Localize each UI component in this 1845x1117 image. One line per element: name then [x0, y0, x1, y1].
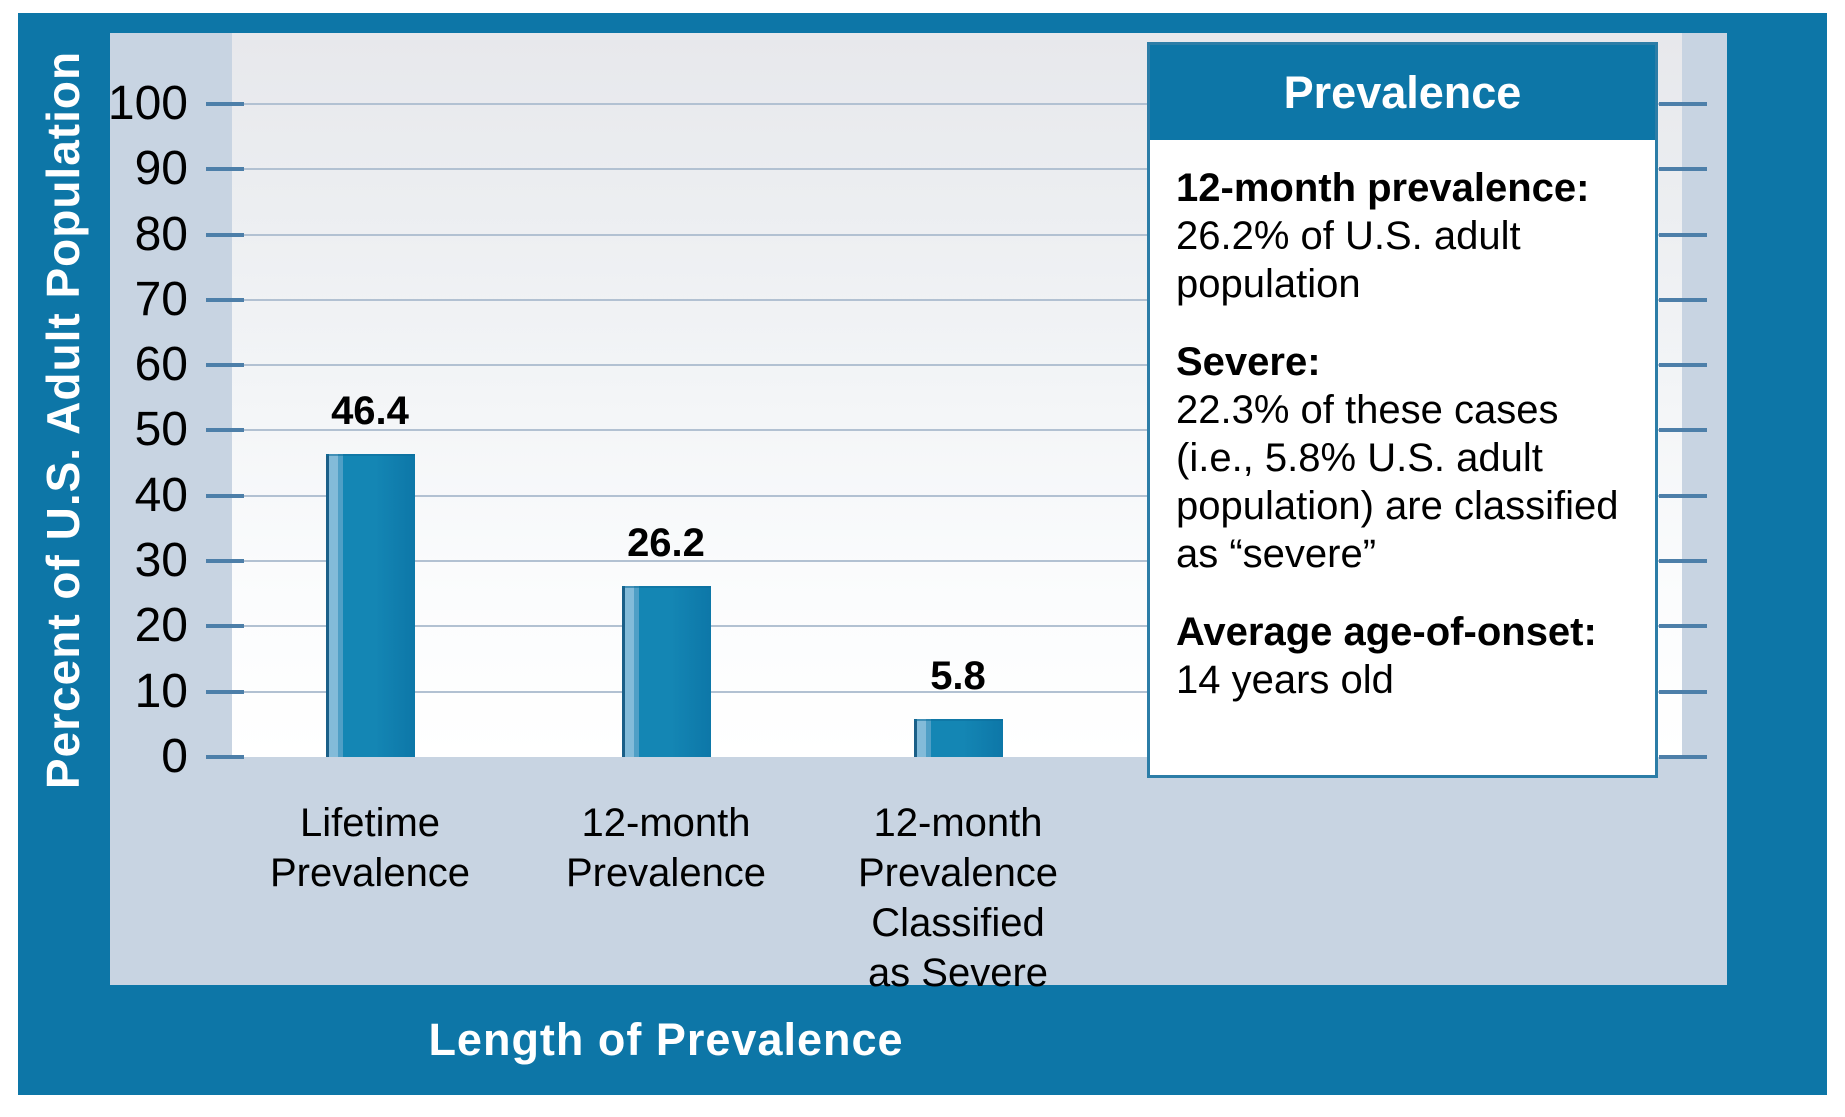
axis-tick-right [1659, 428, 1707, 432]
y-tick-label: 0 [161, 730, 188, 783]
axis-tick-right [1659, 363, 1707, 367]
callout-section: Average age-of-onset: 14 years old [1176, 608, 1629, 704]
bar [913, 719, 1003, 757]
axis-tick-left [206, 559, 244, 563]
callout-section-text: 22.3% of these cases (i.e., 5.8% U.S. ad… [1176, 388, 1619, 576]
axis-tick-right [1659, 755, 1707, 759]
axis-tick-left [206, 233, 244, 237]
y-tick-label: 60 [134, 338, 188, 391]
bar [325, 454, 415, 757]
y-tick-label: 40 [134, 469, 188, 522]
bar-value-label: 26.2 [627, 521, 705, 565]
gridline [232, 495, 1682, 497]
gridline [232, 103, 1682, 105]
gridline [232, 299, 1682, 301]
gridline [232, 625, 1682, 627]
axis-tick-right [1659, 167, 1707, 171]
category-label: 12-month Prevalence [565, 801, 767, 895]
callout-section-label: 12-month prevalence: [1176, 166, 1590, 210]
axis-tick-left [206, 298, 244, 302]
axis-tick-left [206, 102, 244, 106]
y-tick-label: 10 [134, 665, 188, 718]
bar-value-label: 5.8 [930, 654, 986, 698]
gridline [232, 560, 1682, 562]
bar-value-label: 46.4 [331, 389, 409, 433]
gridline [232, 168, 1682, 170]
callout-section: Severe: 22.3% of these cases (i.e., 5.8%… [1176, 338, 1629, 578]
gridline [232, 234, 1682, 236]
axis-tick-left [206, 690, 244, 694]
axis-tick-right [1659, 624, 1707, 628]
x-axis-title: Length of Prevalence [428, 1014, 904, 1065]
callout-section: 12-month prevalence: 26.2% of U.S. adult… [1176, 164, 1629, 308]
gridline [232, 364, 1682, 366]
category-label: Lifetime Prevalence [269, 801, 471, 895]
axis-tick-left [206, 755, 244, 759]
bar [621, 586, 711, 757]
y-tick-label: 80 [134, 208, 188, 261]
callout-box: Prevalence 12-month prevalence: 26.2% of… [1147, 42, 1658, 778]
y-tick-label: 50 [134, 403, 188, 456]
y-tick-label: 30 [134, 534, 188, 587]
y-tick-label: 90 [134, 142, 188, 195]
y-tick-label: 100 [107, 77, 188, 130]
axis-tick-left [206, 494, 244, 498]
axis-tick-left [206, 363, 244, 367]
callout-section-text: 26.2% of U.S. adult population [1176, 214, 1521, 306]
category-label: 12-month Prevalence Classified as Severe [857, 801, 1059, 995]
callout-section-label: Severe: [1176, 340, 1321, 384]
y-axis-title: Percent of U.S. Adult Population [37, 50, 89, 790]
gridline [232, 691, 1682, 693]
axis-tick-right [1659, 690, 1707, 694]
axis-tick-right [1659, 102, 1707, 106]
callout-title: Prevalence [1150, 45, 1655, 140]
axis-tick-right [1659, 298, 1707, 302]
y-tick-label: 70 [134, 273, 188, 326]
axis-tick-right [1659, 233, 1707, 237]
axis-tick-right [1659, 494, 1707, 498]
y-tick-label: 20 [134, 599, 188, 652]
callout-body: 12-month prevalence: 26.2% of U.S. adult… [1150, 140, 1655, 704]
callout-section-text: 14 years old [1176, 658, 1394, 702]
callout-section-label: Average age-of-onset: [1176, 610, 1597, 654]
gridline [232, 429, 1682, 431]
axis-tick-right [1659, 559, 1707, 563]
axis-tick-left [206, 624, 244, 628]
axis-tick-left [206, 428, 244, 432]
axis-tick-left [206, 167, 244, 171]
